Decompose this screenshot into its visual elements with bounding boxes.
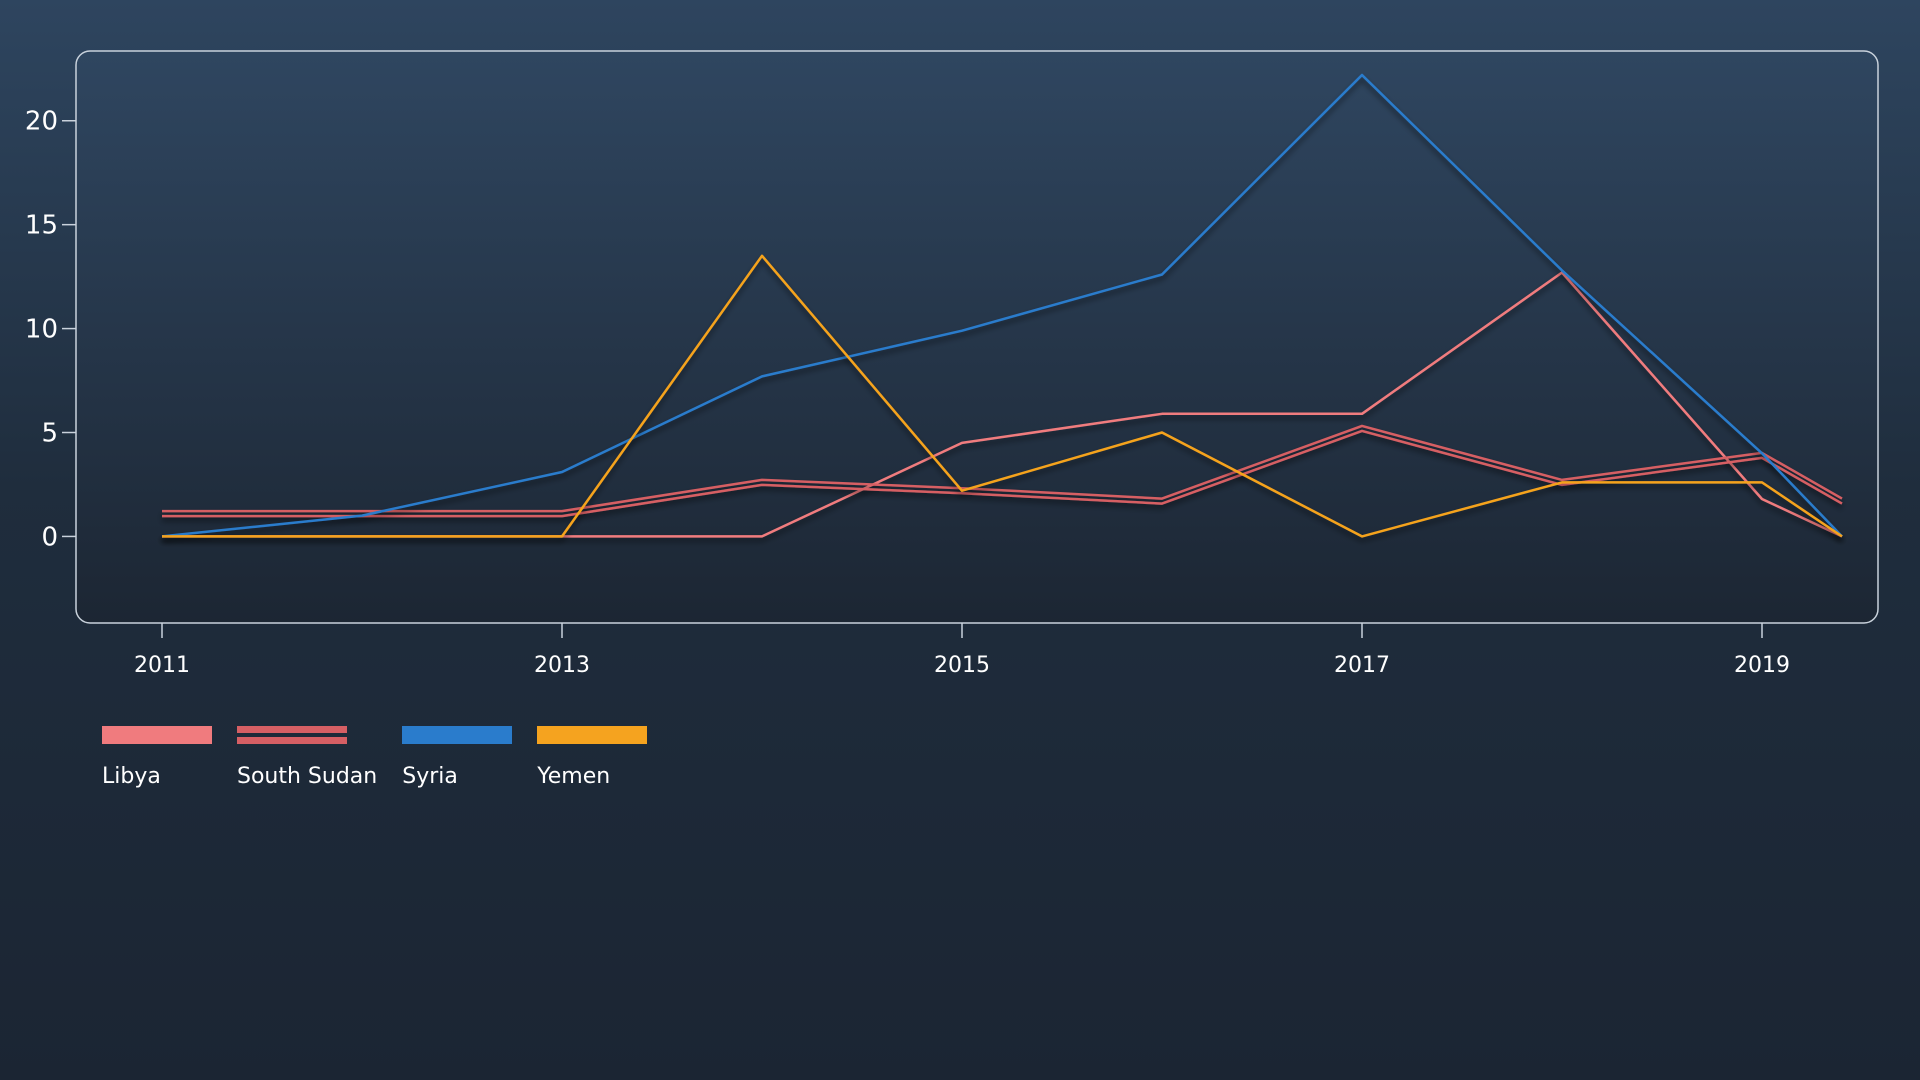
x-tick-label: 2015	[934, 653, 990, 678]
y-tick-label: 5	[41, 419, 58, 449]
legend-swatch	[402, 726, 512, 744]
legend-item-south-sudan: South Sudan	[237, 726, 377, 789]
legend-swatch	[102, 726, 212, 744]
legend-label: Libya	[102, 764, 212, 789]
y-axis: 0 5 10 15 20	[25, 107, 76, 553]
x-tick-label: 2017	[1334, 653, 1390, 678]
legend-item-yemen: Yemen	[537, 726, 647, 789]
legend-label: Syria	[402, 764, 512, 789]
x-tick-label: 2019	[1734, 653, 1790, 678]
y-tick-label: 0	[41, 522, 58, 552]
legend-label: South Sudan	[237, 764, 377, 789]
legend: Libya South Sudan Syria Yemen	[102, 726, 672, 789]
legend-swatch	[537, 726, 647, 744]
x-tick-label: 2011	[134, 653, 190, 678]
legend-swatch	[237, 726, 347, 744]
legend-label: Yemen	[537, 764, 647, 789]
legend-item-libya: Libya	[102, 726, 212, 789]
y-tick-label: 10	[25, 315, 58, 345]
x-axis: 2011 2013 2015 2017 2019	[134, 623, 1790, 678]
x-tick-label: 2013	[534, 653, 590, 678]
legend-item-syria: Syria	[402, 726, 512, 789]
y-tick-label: 20	[25, 107, 58, 137]
y-tick-label: 15	[25, 211, 58, 241]
